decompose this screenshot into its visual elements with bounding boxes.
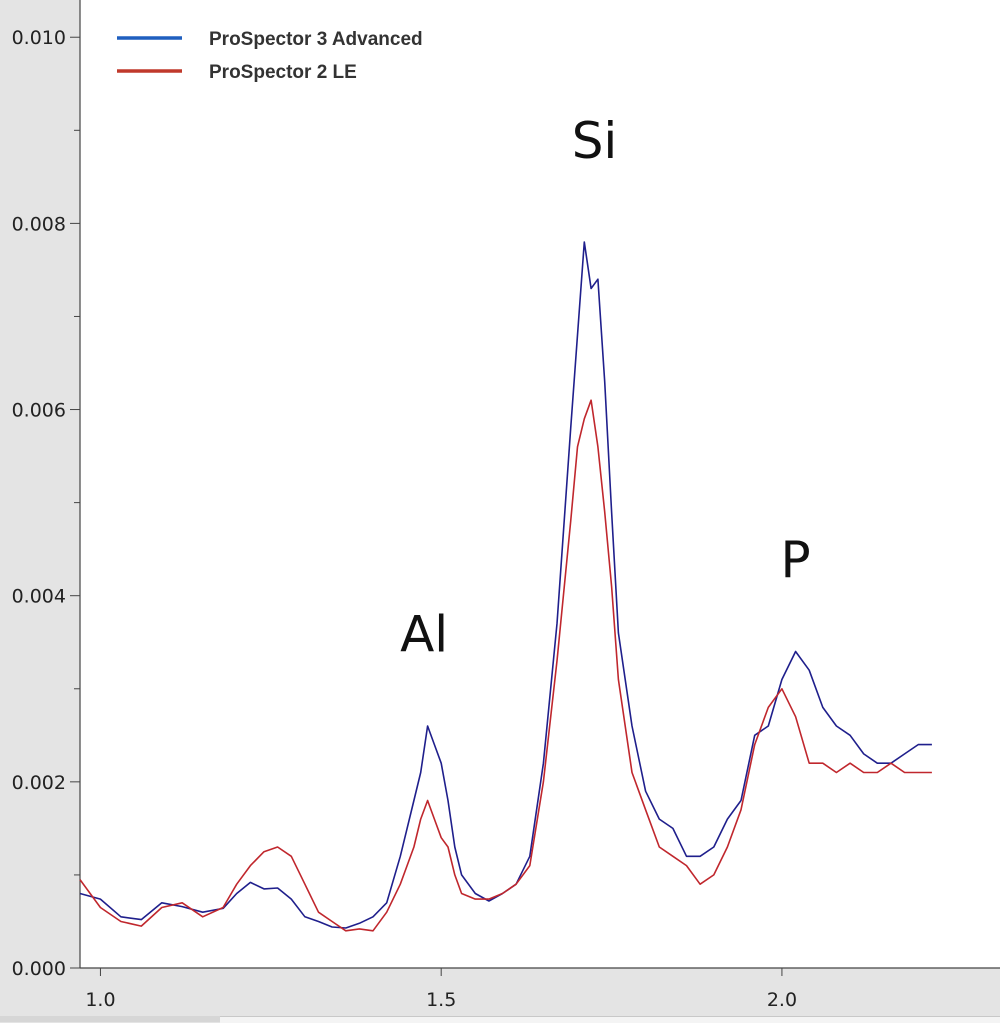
- x-tick-label: 2.0: [767, 989, 797, 1011]
- peak-label: Si: [572, 112, 618, 170]
- plot-background: [80, 0, 1000, 968]
- peak-label: P: [780, 531, 810, 589]
- y-tick-label: 0.010: [12, 27, 66, 49]
- legend: ProSpector 3 Advanced ProSpector 2 LE: [117, 29, 423, 83]
- y-tick-label: 0.004: [12, 586, 66, 608]
- axes: 0.000 0.002 0.004 0.006 0.008 0.010 1.0 1.5 2.0: [12, 0, 1000, 1011]
- y-tick-label: 0.000: [12, 958, 66, 980]
- peak-annotations: Al Si P: [400, 112, 811, 663]
- series-line-1: [79, 241, 932, 929]
- series-lines: [79, 241, 932, 932]
- y-tick-label: 0.006: [12, 400, 66, 422]
- x-tick-label: 1.5: [426, 989, 456, 1011]
- legend-label: ProSpector 3 Advanced: [209, 29, 423, 50]
- y-tick-label: 0.008: [12, 213, 66, 235]
- horizontal-scrollbar-thumb[interactable]: [220, 1016, 1000, 1023]
- legend-label: ProSpector 2 LE: [209, 62, 357, 83]
- x-tick-label: 1.0: [85, 989, 115, 1011]
- series-line-2: [79, 399, 932, 932]
- y-tick-label: 0.002: [12, 772, 66, 794]
- peak-label: Al: [400, 606, 448, 664]
